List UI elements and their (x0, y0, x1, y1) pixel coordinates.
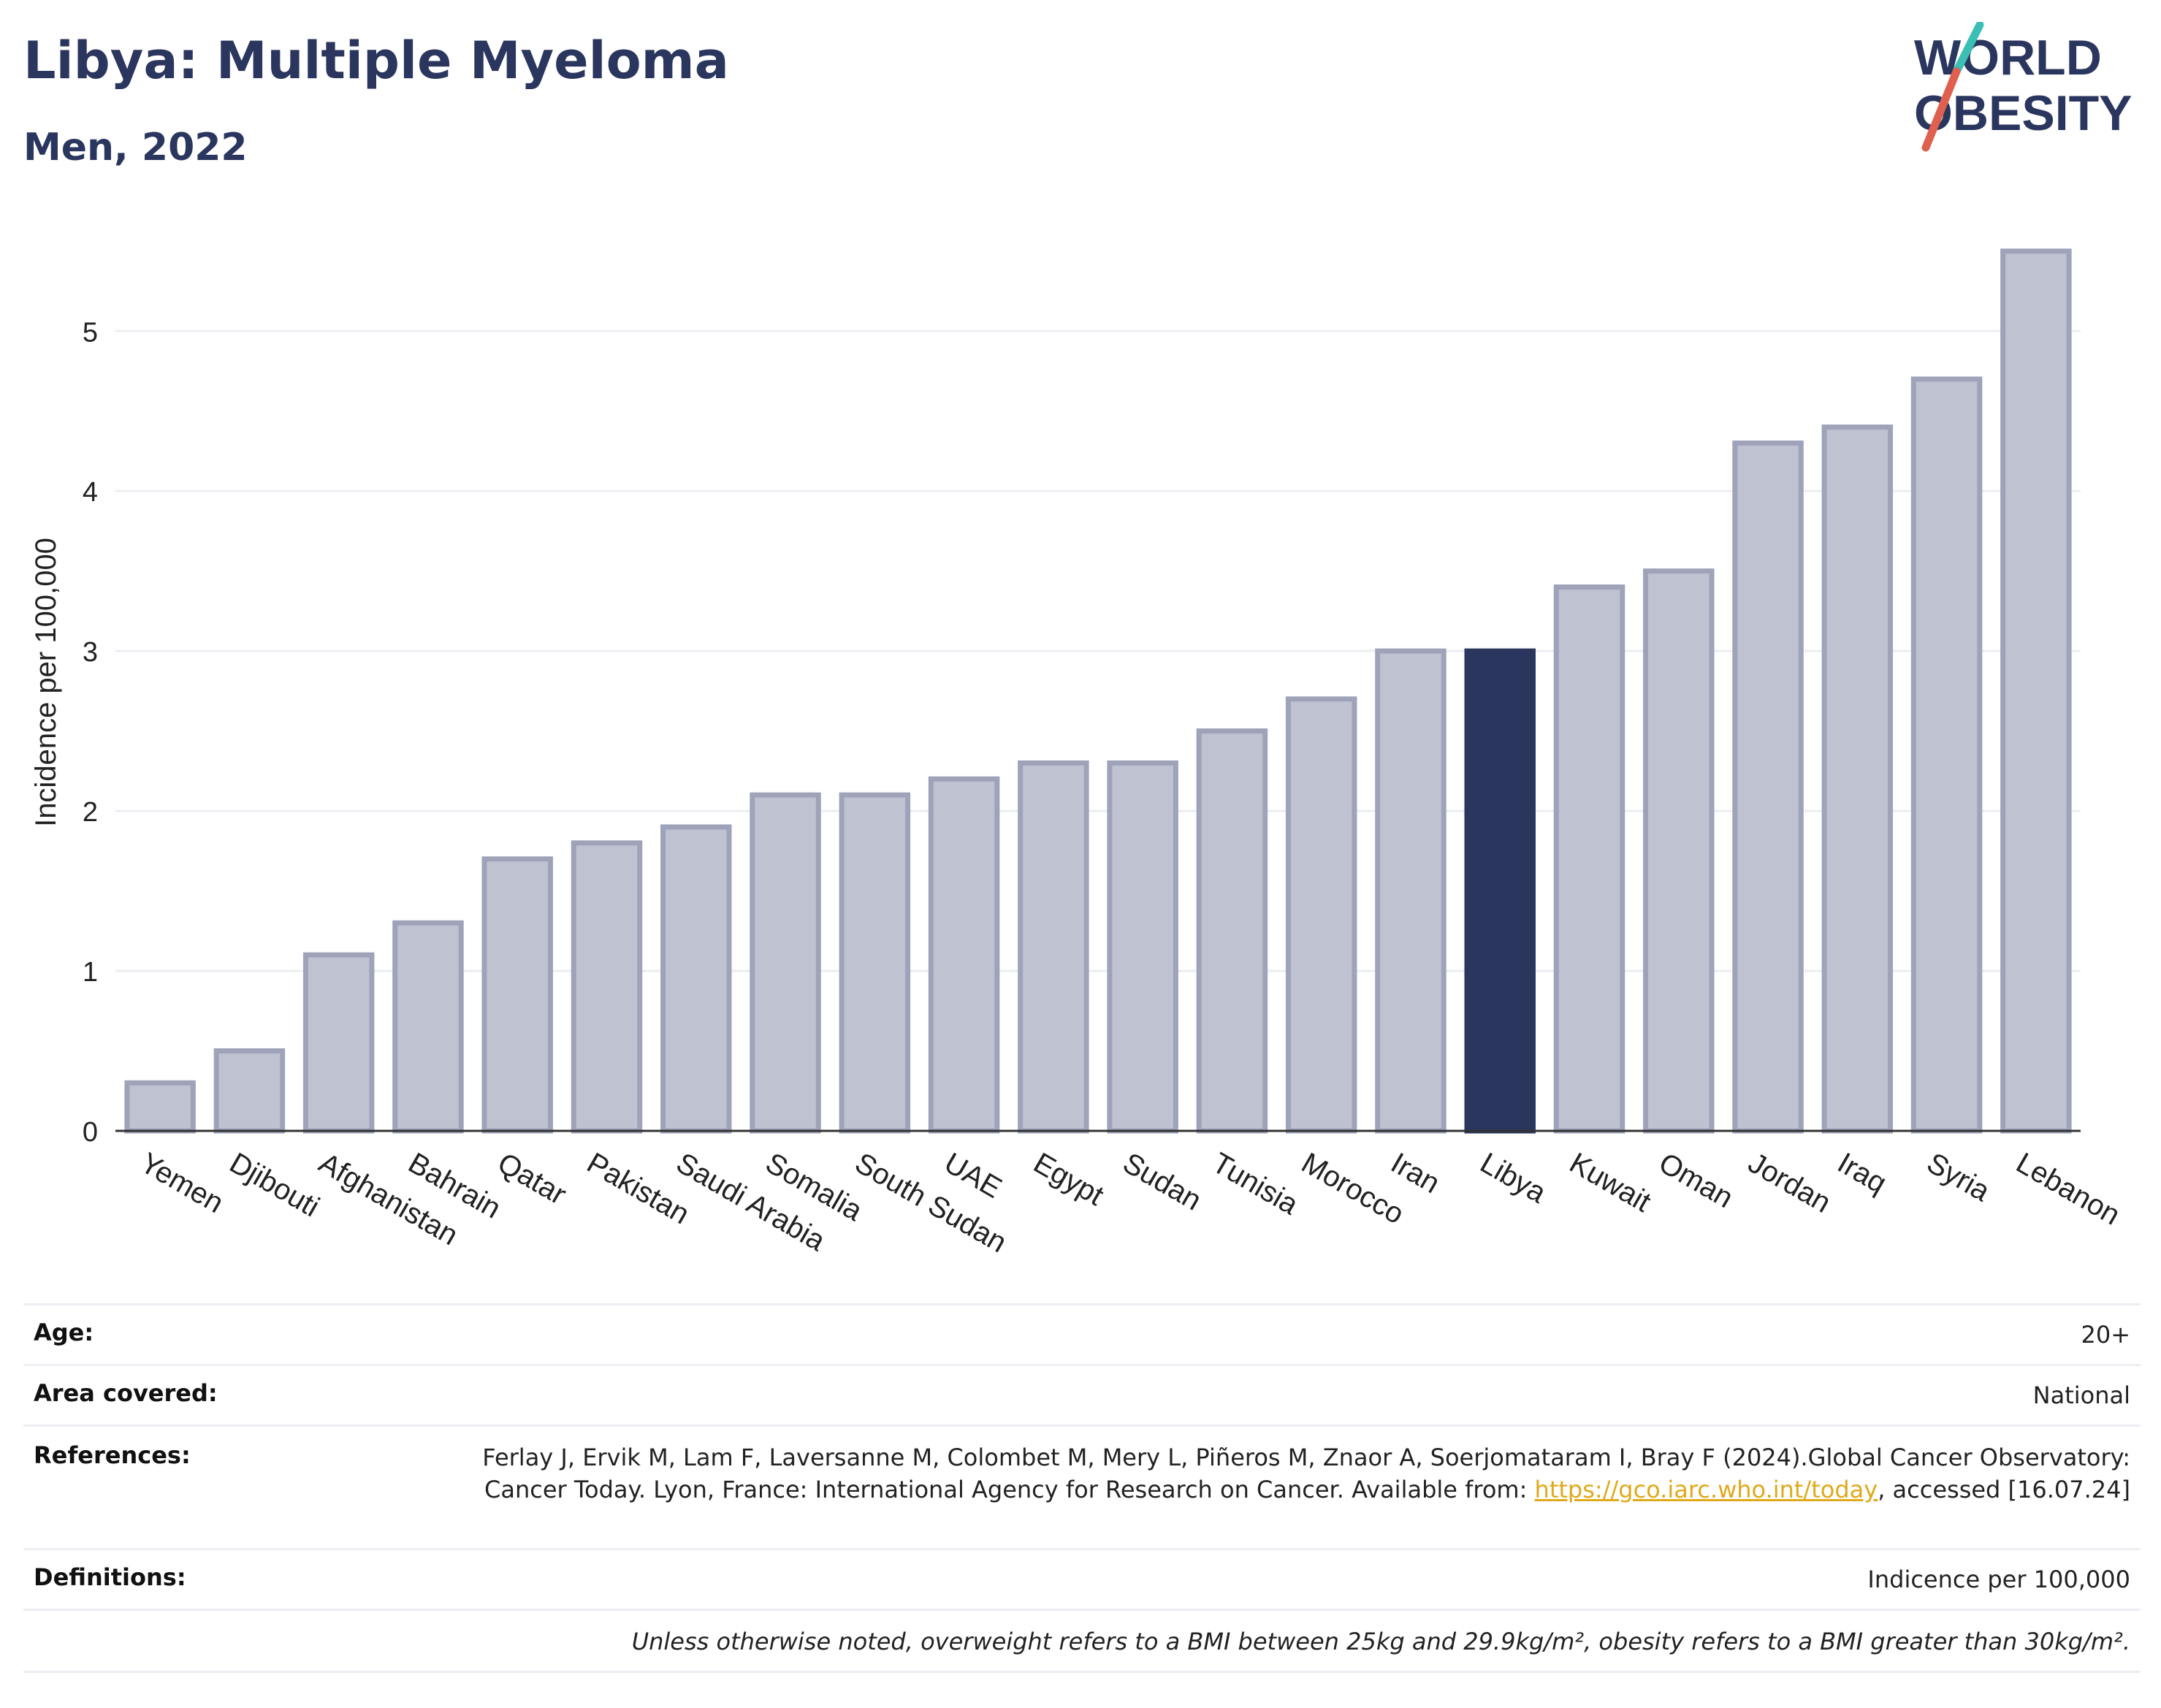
y-tick-label: 0 (83, 1117, 98, 1148)
bar (928, 776, 1000, 1134)
bar (1732, 441, 1804, 1134)
y-tick-label: 1 (83, 957, 98, 988)
info-row-note: Unless otherwise noted, overweight refer… (23, 1609, 2141, 1673)
bar (2000, 248, 2072, 1134)
info-table: Age: 20+ Area covered: National Referenc… (23, 1303, 2141, 1673)
references-label: References: (34, 1441, 191, 1469)
references-link[interactable]: https://gco.iarc.who.int/today (1534, 1476, 1878, 1503)
bar (481, 856, 553, 1134)
y-tick-label: 5 (83, 317, 98, 348)
bar-chart: 0 1 2 3 4 5 YemenDjiboutiAfghanistanBahrainQa… (30, 248, 2126, 1259)
bar (1018, 760, 1089, 1134)
references-text: Ferlay J, Ervik M, Lam F, Laversanne M, … (482, 1444, 2130, 1503)
bar (1821, 424, 1894, 1134)
bar (1464, 648, 1536, 1134)
references-value: Ferlay J, Ervik M, Lam F, Laversanne M, … (450, 1441, 2130, 1506)
references-suffix: , accessed [16.07.24] (1878, 1476, 2130, 1503)
bar (1643, 568, 1715, 1134)
x-tick-label: Syria (1921, 1147, 1996, 1208)
area-label: Area covered: (34, 1379, 218, 1407)
x-tick-label: Djibouti (224, 1147, 325, 1224)
x-tick-label: Iraq (1832, 1147, 1892, 1200)
x-tick-label: Oman (1653, 1147, 1738, 1215)
info-row-area: Area covered: National (23, 1364, 2141, 1425)
page-subtitle: Men, 2022 (23, 126, 248, 169)
x-tick-label: Libya (1475, 1147, 1552, 1210)
x-tick-label: Tunisia (1207, 1147, 1304, 1221)
logo-slash-bottom (1921, 67, 1961, 152)
bar (392, 920, 464, 1134)
bars (124, 248, 2072, 1134)
x-tick-label: South Sudan (850, 1147, 1012, 1259)
definitions-value: Indicence per 100,000 (1867, 1566, 2130, 1593)
info-row-definitions: Definitions: Indicence per 100,000 (23, 1548, 2141, 1609)
bar (213, 1048, 286, 1134)
x-tick-label: Sudan (1118, 1147, 1207, 1217)
definitions-label: Definitions: (34, 1563, 186, 1591)
info-row-age: Age: 20+ (23, 1303, 2141, 1364)
bar (1553, 584, 1625, 1134)
area-value: National (2032, 1381, 2130, 1409)
logo-line-1: WORLD (1914, 30, 2102, 85)
age-value: 20+ (2081, 1321, 2130, 1349)
bar (302, 952, 375, 1134)
x-tick-label: Egypt (1028, 1147, 1109, 1212)
x-tick-label: Pakistan (582, 1147, 695, 1231)
bmi-note: Unless otherwise noted, overweight refer… (631, 1628, 2130, 1655)
y-tick-label: 2 (83, 797, 98, 828)
x-tick-label: Lebanon (2011, 1147, 2125, 1232)
y-tick-label: 3 (83, 637, 98, 668)
bar (839, 792, 911, 1134)
x-tick-label: Morocco (1296, 1147, 1409, 1231)
info-row-references: References: Ferlay J, Ervik M, Lam F, La… (23, 1425, 2141, 1548)
x-tick-label: Yemen (135, 1147, 229, 1220)
bar (1375, 648, 1447, 1134)
bar (750, 792, 821, 1134)
bar (660, 824, 732, 1134)
bar (571, 840, 643, 1134)
page-title: Libya: Multiple Myeloma (23, 31, 729, 91)
bar (124, 1080, 196, 1134)
world-obesity-logo: WORLD OBESITY (1914, 22, 2133, 152)
x-tick-label: Iran (1385, 1147, 1445, 1200)
age-label: Age: (34, 1319, 94, 1346)
bar (1196, 728, 1268, 1134)
y-axis-label: Incidence per 100,000 (30, 538, 62, 827)
bar (1910, 376, 1983, 1134)
y-tick-labels: 0 1 2 3 4 5 (83, 317, 98, 1148)
x-tick-label: Kuwait (1564, 1147, 1656, 1219)
logo-slash-top (1952, 22, 1984, 76)
bar (1285, 696, 1357, 1134)
x-tick-label: Jordan (1743, 1147, 1837, 1219)
x-tick-label: Qatar (492, 1147, 572, 1211)
bar (1107, 760, 1178, 1134)
y-tick-label: 4 (83, 477, 98, 508)
